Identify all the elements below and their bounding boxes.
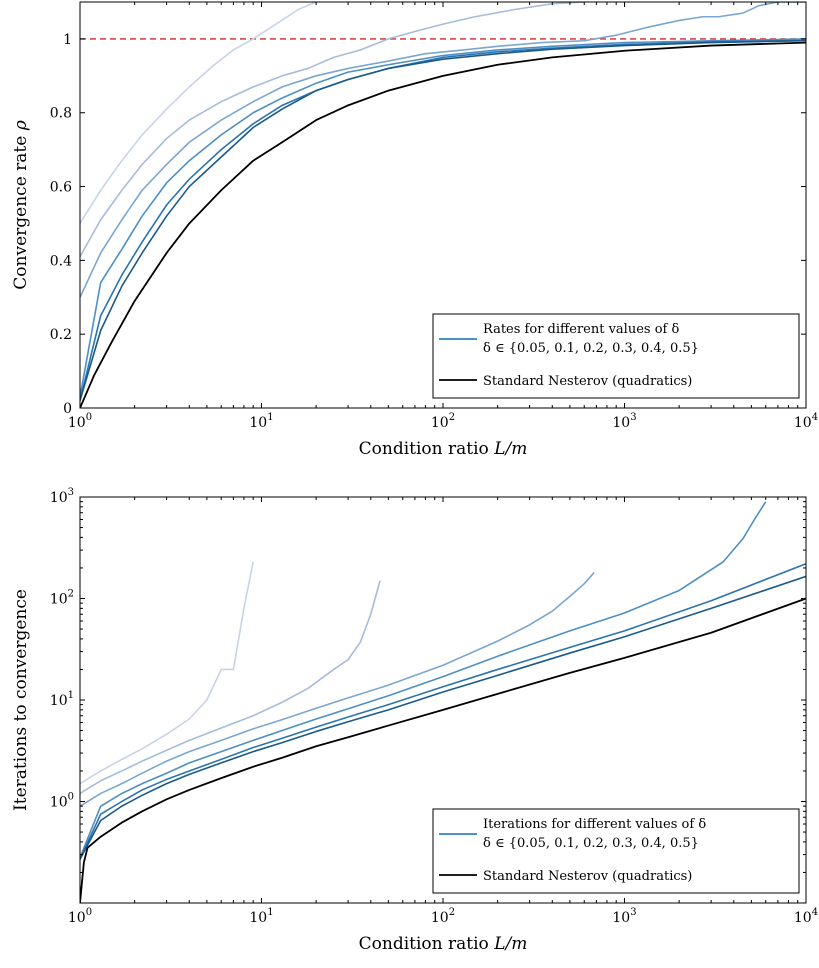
x-tick-label: 102 (431, 412, 455, 431)
x-tick-label: 103 (612, 412, 636, 431)
x-tick-label: 102 (431, 907, 455, 926)
series-line-standard-nesterov (80, 597, 806, 903)
series-line-delta-0_4 (80, 2, 585, 258)
series-line-delta-0_3 (80, 572, 595, 807)
series-line-standard-nesterov (80, 41, 806, 408)
legend-label-delta-line1: Iterations for different values of δ (483, 817, 706, 832)
x-tick-label: 104 (794, 907, 818, 926)
series-group (80, 2, 806, 408)
series-line-delta-0_5 (80, 561, 254, 785)
y-tick-label: 0.2 (50, 327, 72, 343)
x-tick-label: 101 (249, 907, 273, 926)
legend-box (432, 808, 800, 894)
series-line-delta-0_5 (80, 2, 317, 224)
y-tick-label: 101 (50, 690, 74, 709)
y-axis-label: Iterations to convergence (11, 589, 31, 811)
legend-label-standard: Standard Nesterov (quadratics) (483, 869, 692, 884)
series-group (80, 501, 806, 903)
rate-chart: 100 101 102 103 104 0 0.2 0.4 0.6 0.8 1 Condition r… (11, 1, 818, 459)
y-tick-label: 1 (63, 32, 72, 48)
y-axis-label: Convergence rate ρ (11, 120, 31, 289)
y-ticks: 100 101 102 103 (50, 487, 806, 873)
series-line-delta-0_2 (80, 501, 767, 858)
x-tick-label: 100 (68, 412, 92, 431)
legend-label-delta-line2: δ ∈ {0.05, 0.1, 0.2, 0.3, 0.4, 0.5} (483, 836, 699, 851)
x-axis-label: Condition ratio L/m (359, 934, 528, 954)
x-tick-label: 100 (68, 907, 92, 926)
x-ticks: 100 101 102 103 104 (68, 497, 818, 926)
x-tick-label: 101 (249, 412, 273, 431)
iterations-chart: 100 101 102 103 104 100 101 102 103 Condition rat… (11, 487, 818, 954)
legend: Rates for different values of δ δ ∈ {0.05… (432, 313, 800, 399)
y-tick-label: 0.4 (50, 253, 72, 269)
legend: Iterations for different values of δ δ ∈ … (432, 808, 800, 894)
legend-label-delta-line2: δ ∈ {0.05, 0.1, 0.2, 0.3, 0.4, 0.5} (483, 341, 699, 356)
series-line-delta-0_1 (80, 562, 806, 860)
y-tick-label: 100 (50, 792, 74, 811)
x-tick-label: 103 (612, 907, 636, 926)
series-line-delta-0_05 (80, 575, 806, 860)
x-axis-label: Condition ratio L/m (359, 439, 528, 459)
y-ticks: 0 0.2 0.4 0.6 0.8 1 (50, 32, 806, 417)
y-tick-label: 0.6 (50, 180, 72, 196)
series-line-delta-0_4 (80, 580, 381, 795)
y-tick-label: 102 (50, 589, 74, 608)
legend-label-delta-line1: Rates for different values of δ (483, 322, 679, 337)
y-tick-label: 103 (50, 487, 74, 506)
legend-box (432, 313, 800, 399)
x-tick-label: 104 (794, 412, 818, 431)
series-line-delta-0_1 (80, 39, 806, 401)
series-line-delta-0_05 (80, 39, 806, 401)
x-ticks: 100 101 102 103 104 (68, 2, 818, 431)
y-tick-label: 0.8 (50, 106, 72, 122)
legend-label-standard: Standard Nesterov (quadratics) (483, 374, 692, 389)
y-tick-label: 0 (63, 401, 72, 417)
series-line-delta-0_3 (80, 2, 806, 298)
series-line-delta-0_2 (80, 38, 806, 398)
